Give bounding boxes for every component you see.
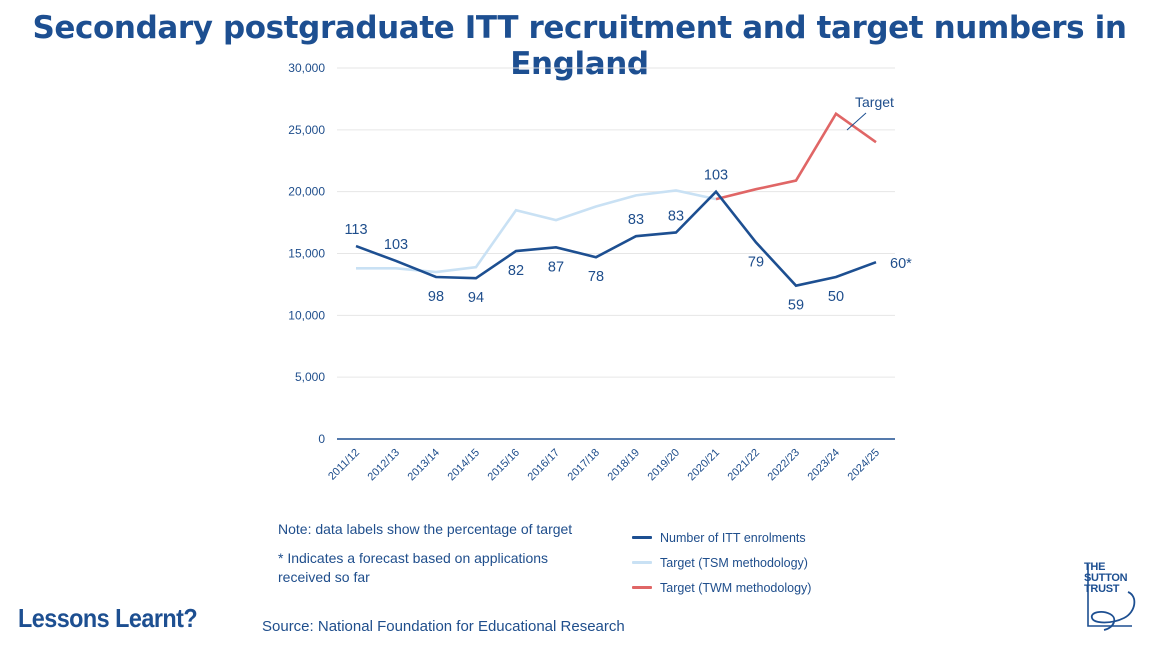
series-line-enrolments xyxy=(355,189,877,288)
legend-swatch-enrolments xyxy=(632,536,652,539)
x-tick-label: 2016/17 xyxy=(526,447,563,484)
legend-swatch-twm xyxy=(632,586,652,589)
x-tick-label: 2020/21 xyxy=(686,447,723,484)
legend-label-enrolments: Number of ITT enrolments xyxy=(660,530,806,545)
line-chart: 0 5,000 10,000 15,000 20,000 25,000 30,000 2011… xyxy=(288,61,912,484)
data-label: 82 xyxy=(508,263,524,279)
x-tick-label: 2018/19 xyxy=(606,447,643,484)
y-tick-label: 5,000 xyxy=(295,370,325,384)
legend-swatch-tsm xyxy=(632,561,652,564)
data-label: 78 xyxy=(588,269,604,285)
x-tick-label: 2017/18 xyxy=(566,447,603,484)
sutton-trust-logo: THE SUTTON TRUST xyxy=(1080,562,1140,634)
data-label: 113 xyxy=(344,222,367,238)
data-label: 87 xyxy=(548,259,564,275)
y-tick-label: 20,000 xyxy=(288,185,325,199)
x-tick-label: 2012/13 xyxy=(366,447,403,484)
y-tick-label: 10,000 xyxy=(288,308,325,322)
target-annotation: Target xyxy=(855,94,894,110)
data-label: 94 xyxy=(468,290,484,306)
logo-swirl-icon xyxy=(1087,564,1136,631)
x-tick-label: 2022/23 xyxy=(766,447,803,484)
x-tick-label: 2019/20 xyxy=(646,447,683,484)
logo-text: THE SUTTON TRUST xyxy=(1084,561,1128,595)
data-label: 98 xyxy=(428,289,444,305)
y-tick-label: 15,000 xyxy=(288,247,325,261)
y-tick-label: 25,000 xyxy=(288,123,325,137)
data-label: 103 xyxy=(384,237,408,253)
data-label: 83 xyxy=(668,208,684,224)
x-tick-label: 2015/16 xyxy=(486,447,523,484)
data-label: 60* xyxy=(890,256,912,272)
data-label: 50 xyxy=(828,289,844,305)
brand-title: Lessons Learnt? xyxy=(18,603,198,633)
x-tick-label: 2014/15 xyxy=(446,447,483,484)
data-label: 103 xyxy=(704,168,728,184)
note-forecast: * Indicates a forecast based on applicat… xyxy=(278,550,549,585)
legend-label-tsm: Target (TSM methodology) xyxy=(660,555,808,570)
y-tick-label: 30,000 xyxy=(288,61,325,75)
x-tick-label: 2024/25 xyxy=(846,447,883,484)
x-tick-label: 2023/24 xyxy=(806,447,843,484)
series-line-target-tsm xyxy=(356,189,717,274)
y-tick-label: 0 xyxy=(318,432,325,446)
legend-label-twm: Target (TWM methodology) xyxy=(660,580,812,595)
series-line-target-twm xyxy=(715,111,877,201)
page-title: Secondary postgraduate ITT recruitment a… xyxy=(32,10,1127,82)
data-label: 79 xyxy=(748,254,764,270)
data-label: 59 xyxy=(788,298,804,314)
chart-legend: Number of ITT enrolments Target (TSM met… xyxy=(632,525,811,600)
source-text: Source: National Foundation for Educatio… xyxy=(262,618,625,635)
x-tick-label: 2011/12 xyxy=(326,447,362,483)
legend-item-twm: Target (TWM methodology) xyxy=(632,575,811,600)
data-label: 83 xyxy=(628,212,644,228)
x-tick-label: 2013/14 xyxy=(406,447,443,484)
note-data-labels: Note: data labels show the percentage of… xyxy=(278,521,573,537)
legend-item-tsm: Target (TSM methodology) xyxy=(632,550,811,575)
annotation-leader-line xyxy=(846,112,867,131)
legend-item-enrolments: Number of ITT enrolments xyxy=(632,525,811,550)
x-tick-label: 2021/22 xyxy=(726,447,763,484)
